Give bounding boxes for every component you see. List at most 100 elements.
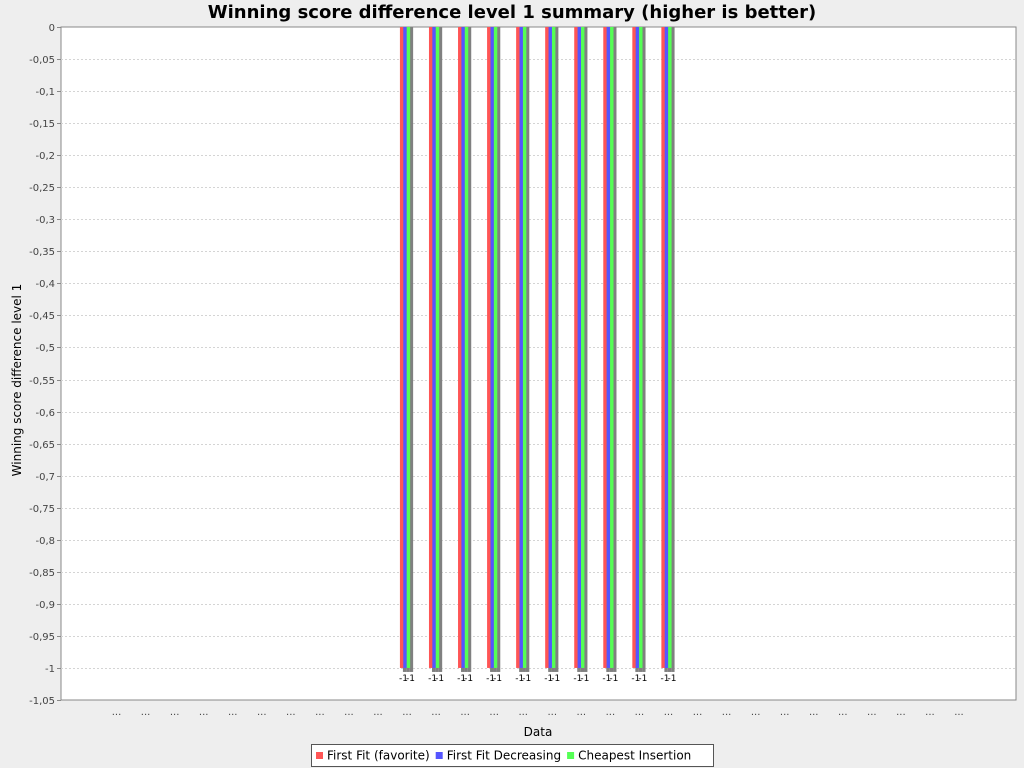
bar — [403, 27, 407, 668]
data-label: -1 — [493, 674, 502, 684]
bar-shadow — [613, 27, 617, 672]
bar-shadow — [496, 27, 501, 672]
data-label: -1 — [522, 674, 531, 684]
bar-shadow — [584, 27, 588, 672]
legend-swatch — [316, 752, 323, 759]
bar — [606, 27, 611, 668]
data-label: -1 — [399, 674, 408, 684]
data-label: -1 — [602, 674, 611, 684]
y-tick-label: -0,8 — [35, 536, 55, 547]
bar — [428, 27, 433, 668]
x-tick-label: ... — [693, 707, 703, 718]
bar — [432, 27, 436, 668]
y-tick-label: -0,35 — [29, 247, 55, 258]
data-label: -1 — [609, 674, 618, 684]
bar-shadow — [438, 27, 443, 672]
x-tick-label: ... — [867, 707, 877, 718]
x-tick-label: ... — [257, 707, 267, 718]
data-label: -1 — [544, 674, 553, 684]
x-tick-label: ... — [199, 707, 209, 718]
x-axis-ticks: ........................................… — [112, 707, 964, 718]
y-tick-label: -0,2 — [35, 151, 55, 162]
y-tick-label: -1 — [45, 664, 55, 675]
bar — [603, 27, 607, 668]
y-tick-label: -0,4 — [35, 279, 55, 290]
bar-shadow — [554, 27, 559, 672]
bar — [458, 27, 462, 668]
x-tick-label: ... — [431, 707, 441, 718]
legend-label: First Fit (favorite) — [327, 749, 430, 763]
data-label: -1 — [435, 674, 444, 684]
y-tick-label: 0 — [49, 23, 55, 34]
bar — [399, 27, 404, 668]
bar-shadow — [671, 27, 675, 672]
x-tick-label: ... — [344, 707, 354, 718]
y-tick-label: -0,7 — [35, 472, 55, 483]
y-tick-label: -0,55 — [29, 376, 55, 387]
bar — [639, 27, 643, 668]
legend-swatch — [435, 752, 443, 759]
y-tick-label: -0,3 — [35, 215, 55, 226]
bar — [545, 27, 549, 668]
bar — [522, 27, 527, 668]
bar — [668, 27, 672, 668]
x-tick-label: ... — [751, 707, 761, 718]
legend-swatch — [567, 752, 575, 759]
y-tick-label: -0,95 — [29, 632, 55, 643]
x-tick-label: ... — [315, 707, 325, 718]
plot-area — [60, 26, 1017, 701]
x-tick-label: ... — [635, 707, 645, 718]
x-tick-label: ... — [373, 707, 383, 718]
data-labels: -1-1 -1-1 -1-1 -1-1 -1-1 -1-1 -1-1 -1-1 -1-1 -1-1 — [399, 674, 676, 684]
y-tick-label: -0,25 — [29, 183, 55, 194]
bar — [610, 27, 614, 668]
x-tick-label: ... — [809, 707, 819, 718]
x-tick-label: ... — [577, 707, 587, 718]
bar-shadow — [409, 27, 414, 672]
bar — [581, 27, 585, 668]
x-tick-label: ... — [548, 707, 558, 718]
data-label: -1 — [638, 674, 647, 684]
grid-lines — [61, 59, 1016, 669]
bar-shadow — [642, 27, 646, 672]
y-tick-label: -0,9 — [35, 600, 55, 611]
x-tick-label: ... — [722, 707, 732, 718]
legend-box — [311, 744, 714, 767]
legend: First Fit (favorite) First Fit Decreasing… — [311, 744, 714, 767]
bar — [464, 27, 469, 668]
bars — [399, 27, 675, 672]
x-tick-label: ... — [838, 707, 848, 718]
x-tick-label: ... — [664, 707, 674, 718]
bar-shadow — [525, 27, 530, 672]
bar — [548, 27, 552, 668]
y-tick-label: -0,65 — [29, 440, 55, 451]
bar — [406, 27, 411, 668]
y-tick-label: -0,75 — [29, 504, 55, 515]
x-tick-label: ... — [228, 707, 238, 718]
legend-label: First Fit Decreasing — [447, 749, 561, 763]
bar — [635, 27, 640, 668]
x-tick-label: ... — [402, 707, 412, 718]
bar — [493, 27, 498, 668]
data-label: -1 — [515, 674, 524, 684]
bar — [551, 27, 556, 668]
chart-title: Winning score difference level 1 summary… — [208, 2, 816, 23]
legend-label: Cheapest Insertion — [578, 749, 691, 763]
data-label: -1 — [631, 674, 640, 684]
data-label: -1 — [486, 674, 495, 684]
bar-shadow — [467, 27, 472, 672]
x-tick-label: ... — [606, 707, 616, 718]
x-tick-label: ... — [954, 707, 964, 718]
y-tick-label: -0,15 — [29, 119, 55, 130]
bar — [487, 27, 491, 668]
x-tick-label: ... — [460, 707, 470, 718]
data-label: -1 — [406, 674, 415, 684]
data-label: -1 — [573, 674, 582, 684]
data-label: -1 — [580, 674, 589, 684]
bar — [516, 27, 520, 668]
bar — [577, 27, 582, 668]
x-tick-label: ... — [141, 707, 151, 718]
x-tick-label: ... — [489, 707, 499, 718]
x-tick-label: ... — [170, 707, 180, 718]
